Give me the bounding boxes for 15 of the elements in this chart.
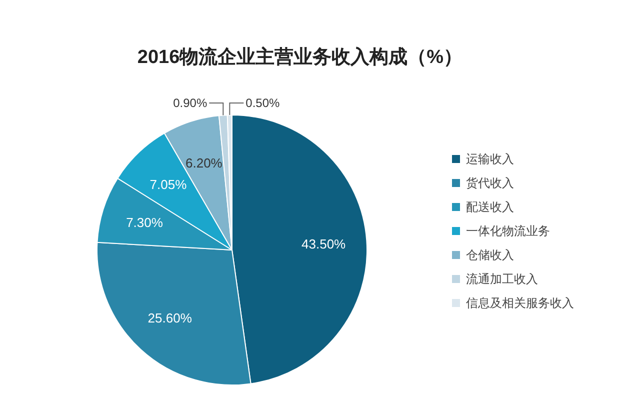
data-label: 0.50% — [246, 96, 280, 110]
data-label: 7.05% — [150, 176, 188, 192]
chart-title: 2016物流企业主营业务收入构成（%） — [137, 46, 463, 68]
legend-label: 一体化物流业务 — [466, 224, 550, 238]
legend-label: 信息及相关服务收入 — [466, 296, 574, 310]
data-label: 25.60% — [148, 310, 192, 326]
data-label: 6.20% — [186, 156, 223, 171]
legend-label: 仓储收入 — [466, 248, 514, 262]
data-label: 43.50% — [302, 236, 346, 252]
legend-label: 货代收入 — [466, 176, 514, 190]
legend-label: 配送收入 — [466, 200, 514, 214]
legend-label: 运输收入 — [466, 152, 514, 166]
data-label: 0.90% — [173, 96, 208, 110]
legend-label: 流通加工收入 — [466, 272, 538, 286]
data-label: 7.30% — [126, 215, 164, 230]
